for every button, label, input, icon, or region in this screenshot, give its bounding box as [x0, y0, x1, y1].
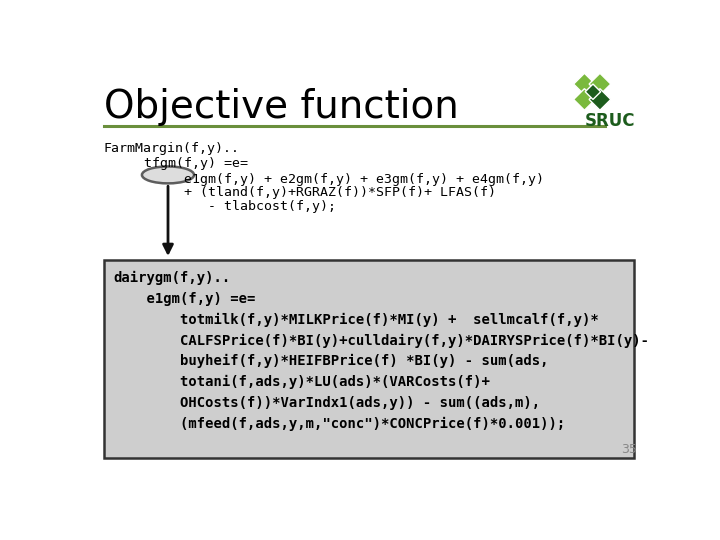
- Text: + (tland(f,y)+RGRAZ(f))*SFP(f)+ LFAS(f): + (tland(f,y)+RGRAZ(f))*SFP(f)+ LFAS(f): [104, 186, 496, 199]
- Text: buyheif(f,y)*HEIFBPrice(f) *BI(y) - sum(ads,: buyheif(f,y)*HEIFBPrice(f) *BI(y) - sum(…: [113, 354, 549, 368]
- Text: e1gm(f,y) + e2gm(f,y) + e3gm(f,y) + e4gm(f,y): e1gm(f,y) + e2gm(f,y) + e3gm(f,y) + e4gm…: [104, 173, 544, 186]
- Text: 35: 35: [621, 443, 637, 456]
- Text: dairygm(f,y)..: dairygm(f,y)..: [113, 271, 230, 285]
- Text: OHCosts(f))*VarIndx1(ads,y)) - sum((ads,m),: OHCosts(f))*VarIndx1(ads,y)) - sum((ads,…: [113, 396, 541, 410]
- Polygon shape: [589, 73, 611, 95]
- Text: (mfeed(f,ads,y,m,"conc")*CONCPrice(f)*0.001));: (mfeed(f,ads,y,m,"conc")*CONCPrice(f)*0.…: [113, 417, 565, 431]
- Text: CALFSPrice(f)*BI(y)+culldairy(f,y)*DAIRYSPrice(f)*BI(y)-: CALFSPrice(f)*BI(y)+culldairy(f,y)*DAIRY…: [113, 334, 649, 348]
- Polygon shape: [574, 89, 595, 110]
- Text: totani(f,ads,y)*LU(ads)*(VARCosts(f)+: totani(f,ads,y)*LU(ads)*(VARCosts(f)+: [113, 375, 490, 389]
- Text: totmilk(f,y)*MILKPrice(f)*MI(y) +  sellmcalf(f,y)*: totmilk(f,y)*MILKPrice(f)*MI(y) + sellmc…: [113, 313, 599, 327]
- Ellipse shape: [142, 166, 194, 184]
- Polygon shape: [574, 73, 595, 95]
- Text: SRUC: SRUC: [585, 112, 636, 130]
- FancyBboxPatch shape: [104, 260, 634, 457]
- Text: Objective function: Objective function: [104, 88, 459, 126]
- Polygon shape: [585, 84, 600, 99]
- Text: e1gm(f,y) =e=: e1gm(f,y) =e=: [113, 292, 256, 306]
- Polygon shape: [589, 89, 611, 110]
- Text: FarmMargin(f,y)..: FarmMargin(f,y)..: [104, 142, 240, 155]
- Text: - tlabcost(f,y);: - tlabcost(f,y);: [104, 200, 336, 213]
- Text: tfgm(f,y) =e=: tfgm(f,y) =e=: [104, 157, 248, 170]
